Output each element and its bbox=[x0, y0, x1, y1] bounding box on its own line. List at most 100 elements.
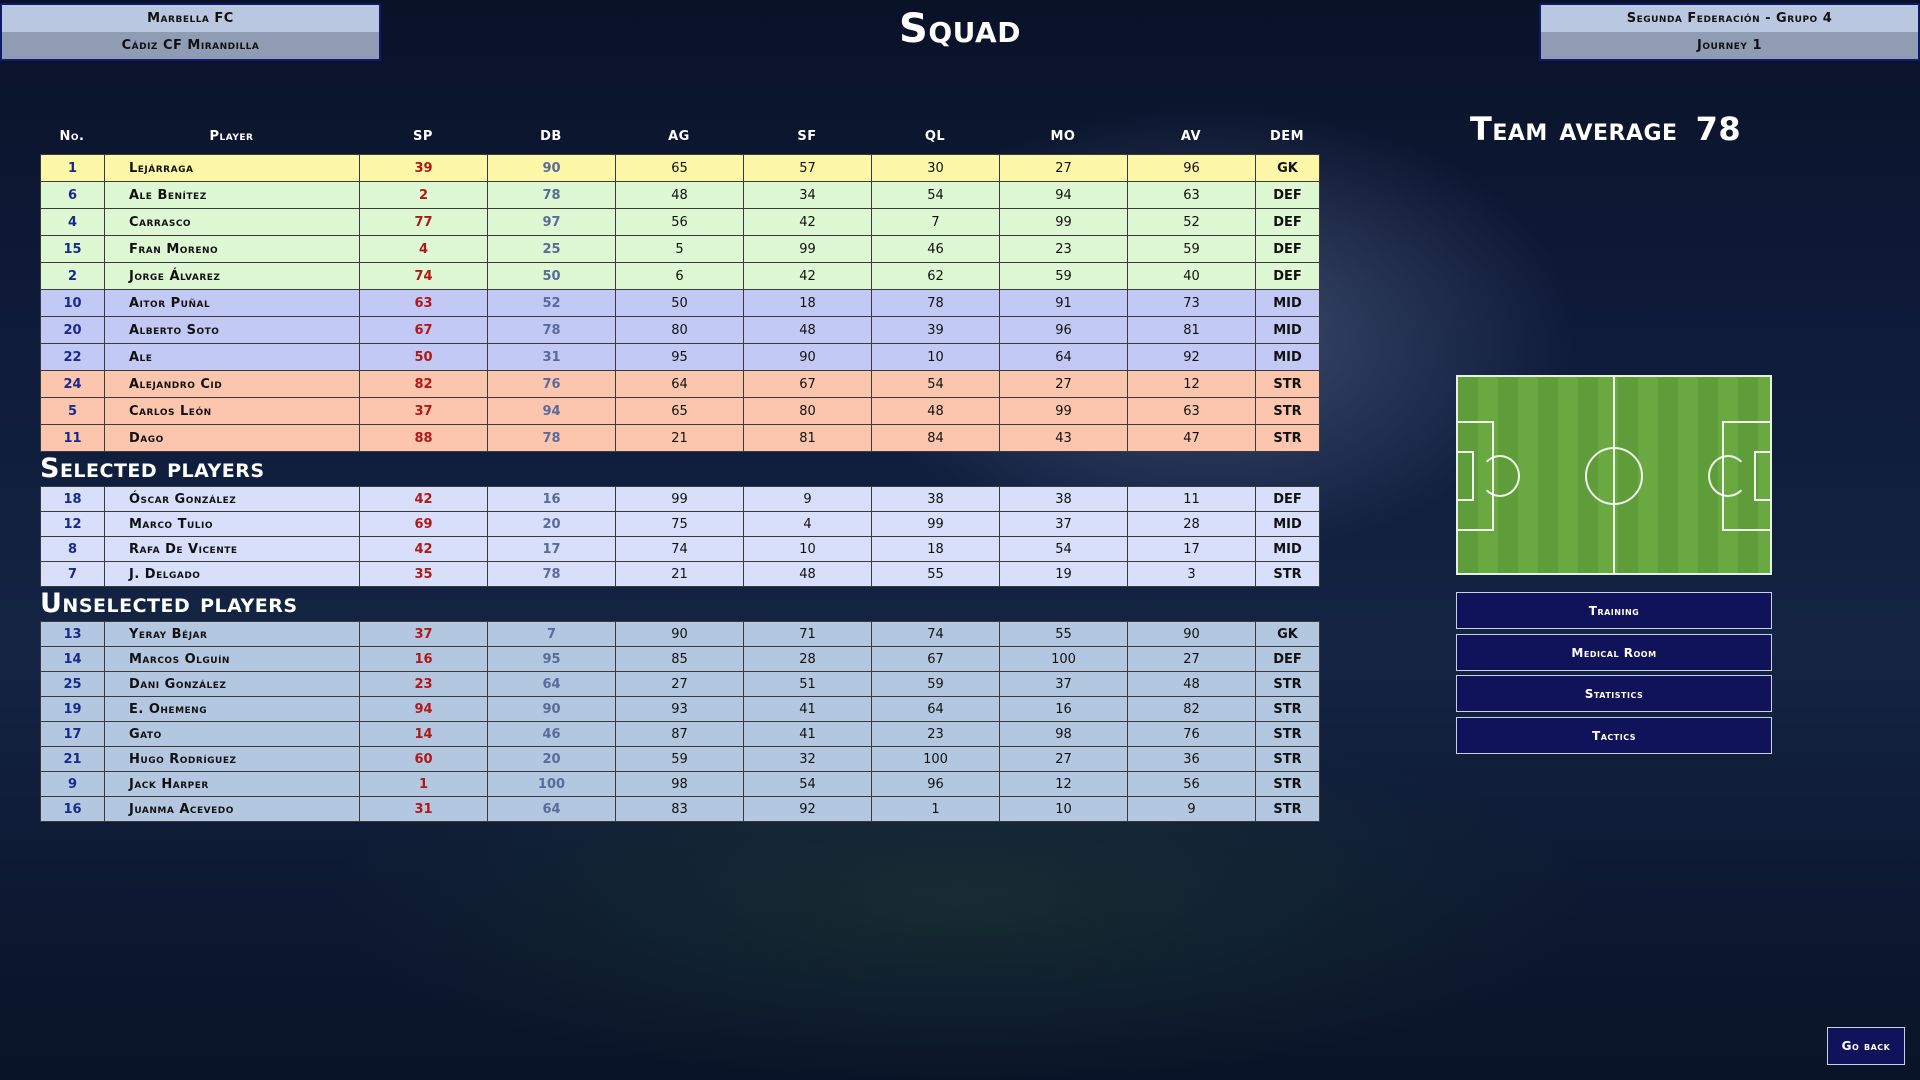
player-sf-cell: 4 bbox=[743, 511, 872, 537]
player-mo-cell: 91 bbox=[999, 289, 1128, 317]
player-mo-cell: 99 bbox=[999, 397, 1128, 425]
column-header-player[interactable]: Player bbox=[209, 128, 254, 144]
player-mo-cell: 100 bbox=[999, 646, 1128, 672]
centre-circle bbox=[1585, 447, 1643, 505]
player-player-cell: Jack Harper bbox=[104, 771, 360, 797]
player-sf-cell: 41 bbox=[743, 696, 872, 722]
player-ag-cell: 83 bbox=[615, 796, 744, 822]
player-ql-cell: 67 bbox=[871, 646, 1000, 672]
player-player-cell: Hugo Rodríguez bbox=[104, 746, 360, 772]
player-row[interactable]: 25 Dani González 23 64 27 51 59 37 48 STR bbox=[40, 671, 1320, 697]
column-header-sp[interactable]: SP bbox=[413, 128, 433, 144]
player-mo-cell: 37 bbox=[999, 511, 1128, 537]
player-dem-cell: STR bbox=[1255, 424, 1320, 452]
column-header-dem[interactable]: DEM bbox=[1269, 128, 1305, 144]
player-db-cell: 50 bbox=[487, 262, 616, 290]
player-row[interactable]: 16 Juanma Acevedo 31 64 83 92 1 10 9 STR bbox=[40, 796, 1320, 822]
formation-pitch[interactable] bbox=[1456, 375, 1772, 575]
player-row[interactable]: 15 Fran Moreno 4 25 5 99 46 23 59 DEF bbox=[40, 235, 1320, 263]
player-sf-cell: 42 bbox=[743, 262, 872, 290]
player-row[interactable]: 7 J. Delgado 35 78 21 48 55 19 3 STR bbox=[40, 561, 1320, 587]
player-db-cell: 100 bbox=[487, 771, 616, 797]
player-row[interactable]: 10 Aitor Puñal 63 52 50 18 78 91 73 MID bbox=[40, 289, 1320, 317]
player-ag-cell: 65 bbox=[615, 397, 744, 425]
player-sf-cell: 51 bbox=[743, 671, 872, 697]
player-db-cell: 76 bbox=[487, 370, 616, 398]
player-av-cell: 73 bbox=[1127, 289, 1256, 317]
column-header-ag[interactable]: AG bbox=[668, 128, 690, 144]
player-ag-cell: 27 bbox=[615, 671, 744, 697]
player-sf-cell: 80 bbox=[743, 397, 872, 425]
player-row[interactable]: 21 Hugo Rodríguez 60 20 59 32 100 27 36 STR bbox=[40, 746, 1320, 772]
player-ql-cell: 1 bbox=[871, 796, 1000, 822]
column-header-mo[interactable]: MO bbox=[1050, 128, 1076, 144]
player-av-cell: 17 bbox=[1127, 536, 1256, 562]
player-ql-cell: 39 bbox=[871, 316, 1000, 344]
medical-room-button[interactable]: Medical Room bbox=[1456, 634, 1772, 671]
training-button[interactable]: Training bbox=[1456, 592, 1772, 629]
player-db-cell: 20 bbox=[487, 511, 616, 537]
player-mo-cell: 59 bbox=[999, 262, 1128, 290]
player-row[interactable]: 14 Marcos Olguín 16 95 85 28 67 100 27 DEF bbox=[40, 646, 1320, 672]
left-goal-box bbox=[1458, 451, 1474, 501]
player-db-cell: 90 bbox=[487, 154, 616, 182]
player-dem-cell: MID bbox=[1255, 343, 1320, 371]
player-sp-cell: 77 bbox=[359, 208, 488, 236]
player-row[interactable]: 13 Yeray Béjar 37 7 90 71 74 55 90 GK bbox=[40, 621, 1320, 647]
statistics-button[interactable]: Statistics bbox=[1456, 675, 1772, 712]
player-player-cell: E. Ohemeng bbox=[104, 696, 360, 722]
player-player-cell: J. Delgado bbox=[104, 561, 360, 587]
player-row[interactable]: 24 Alejandro Cid 82 76 64 67 54 27 12 STR bbox=[40, 370, 1320, 398]
player-row[interactable]: 11 Dago 88 78 21 81 84 43 47 STR bbox=[40, 424, 1320, 452]
player-dem-cell: GK bbox=[1255, 621, 1320, 647]
player-ql-cell: 100 bbox=[871, 746, 1000, 772]
player-db-cell: 78 bbox=[487, 181, 616, 209]
player-ql-cell: 18 bbox=[871, 536, 1000, 562]
player-number-cell: 11 bbox=[40, 424, 105, 452]
player-number-cell: 12 bbox=[40, 511, 105, 537]
player-sf-cell: 18 bbox=[743, 289, 872, 317]
player-row[interactable]: 22 Ale 50 31 95 90 10 64 92 MID bbox=[40, 343, 1320, 371]
player-db-cell: 95 bbox=[487, 646, 616, 672]
match-info-box: Marbella FC Cádiz CF Mirandilla bbox=[0, 3, 381, 61]
journey-label: Journey 1 bbox=[1541, 32, 1918, 59]
player-row[interactable]: 20 Alberto Soto 67 78 80 48 39 96 81 MID bbox=[40, 316, 1320, 344]
player-row[interactable]: 9 Jack Harper 1 100 98 54 96 12 56 STR bbox=[40, 771, 1320, 797]
player-row[interactable]: 5 Carlos León 37 94 65 80 48 99 63 STR bbox=[40, 397, 1320, 425]
player-sp-cell: 42 bbox=[359, 486, 488, 512]
player-sf-cell: 10 bbox=[743, 536, 872, 562]
player-row[interactable]: 19 E. Ohemeng 94 90 93 41 64 16 82 STR bbox=[40, 696, 1320, 722]
team-average: Team average 78 bbox=[1470, 110, 1741, 148]
player-sp-cell: 37 bbox=[359, 621, 488, 647]
column-header-av[interactable]: AV bbox=[1180, 128, 1202, 144]
player-mo-cell: 10 bbox=[999, 796, 1128, 822]
player-row[interactable]: 2 Jorge Álvarez 74 50 6 42 62 59 40 DEF bbox=[40, 262, 1320, 290]
player-mo-cell: 96 bbox=[999, 316, 1128, 344]
player-db-cell: 52 bbox=[487, 289, 616, 317]
player-sp-cell: 2 bbox=[359, 181, 488, 209]
go-back-button[interactable]: Go back bbox=[1827, 1027, 1905, 1065]
column-header-number[interactable]: No. bbox=[59, 128, 85, 144]
player-row[interactable]: 1 Lejárraga 39 90 65 57 30 27 96 GK bbox=[40, 154, 1320, 182]
player-row[interactable]: 4 Carrasco 77 97 56 42 7 99 52 DEF bbox=[40, 208, 1320, 236]
player-sf-cell: 71 bbox=[743, 621, 872, 647]
player-mo-cell: 43 bbox=[999, 424, 1128, 452]
column-header-sf[interactable]: SF bbox=[797, 128, 817, 144]
player-row[interactable]: 6 Ale Benítez 2 78 48 34 54 94 63 DEF bbox=[40, 181, 1320, 209]
player-sp-cell: 63 bbox=[359, 289, 488, 317]
player-ag-cell: 99 bbox=[615, 486, 744, 512]
unselected-players-heading: Unselected players bbox=[40, 588, 298, 619]
player-mo-cell: 27 bbox=[999, 370, 1128, 398]
player-row[interactable]: 8 Rafa De Vicente 42 17 74 10 18 54 17 MID bbox=[40, 536, 1320, 562]
tactics-button[interactable]: Tactics bbox=[1456, 717, 1772, 754]
player-sp-cell: 74 bbox=[359, 262, 488, 290]
player-number-cell: 9 bbox=[40, 771, 105, 797]
player-sf-cell: 92 bbox=[743, 796, 872, 822]
player-row[interactable]: 18 Óscar González 42 16 99 9 38 38 11 DEF bbox=[40, 486, 1320, 512]
column-header-ql[interactable]: QL bbox=[924, 128, 946, 144]
player-row[interactable]: 12 Marco Tulio 69 20 75 4 99 37 28 MID bbox=[40, 511, 1320, 537]
player-row[interactable]: 17 Gato 14 46 87 41 23 98 76 STR bbox=[40, 721, 1320, 747]
player-dem-cell: DEF bbox=[1255, 181, 1320, 209]
player-sf-cell: 41 bbox=[743, 721, 872, 747]
column-header-db[interactable]: DB bbox=[540, 128, 562, 144]
